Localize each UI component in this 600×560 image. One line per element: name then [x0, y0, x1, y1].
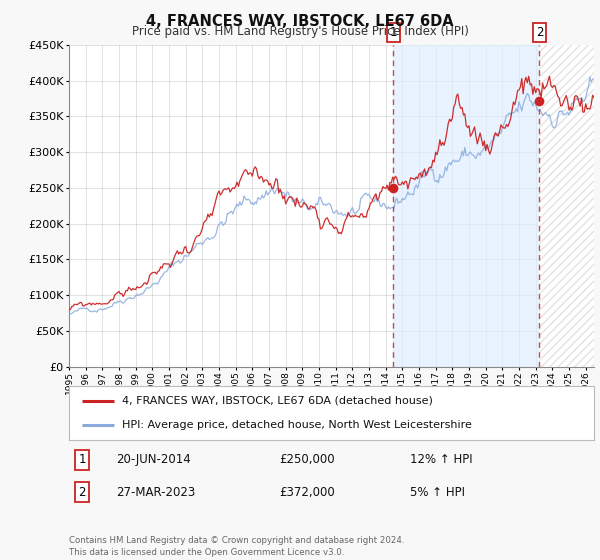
- Text: 2: 2: [536, 26, 543, 39]
- Text: 4, FRANCES WAY, IBSTOCK, LE67 6DA: 4, FRANCES WAY, IBSTOCK, LE67 6DA: [146, 14, 454, 29]
- Bar: [394, 45, 539, 367]
- Text: £372,000: £372,000: [279, 486, 335, 498]
- Bar: [539, 45, 600, 367]
- Text: 4, FRANCES WAY, IBSTOCK, LE67 6DA (detached house): 4, FRANCES WAY, IBSTOCK, LE67 6DA (detac…: [121, 396, 433, 406]
- Text: 12% ↑ HPI: 12% ↑ HPI: [410, 454, 473, 466]
- Text: 20-JUN-2014: 20-JUN-2014: [116, 454, 191, 466]
- Text: 5% ↑ HPI: 5% ↑ HPI: [410, 486, 465, 498]
- Text: 1: 1: [389, 26, 397, 39]
- Text: Price paid vs. HM Land Registry's House Price Index (HPI): Price paid vs. HM Land Registry's House …: [131, 25, 469, 38]
- Text: 2: 2: [79, 486, 86, 498]
- Bar: [539, 45, 600, 367]
- Text: Contains HM Land Registry data © Crown copyright and database right 2024.
This d: Contains HM Land Registry data © Crown c…: [69, 536, 404, 557]
- Text: 1: 1: [79, 454, 86, 466]
- Text: HPI: Average price, detached house, North West Leicestershire: HPI: Average price, detached house, Nort…: [121, 420, 472, 430]
- Text: 27-MAR-2023: 27-MAR-2023: [116, 486, 196, 498]
- Text: £250,000: £250,000: [279, 454, 335, 466]
